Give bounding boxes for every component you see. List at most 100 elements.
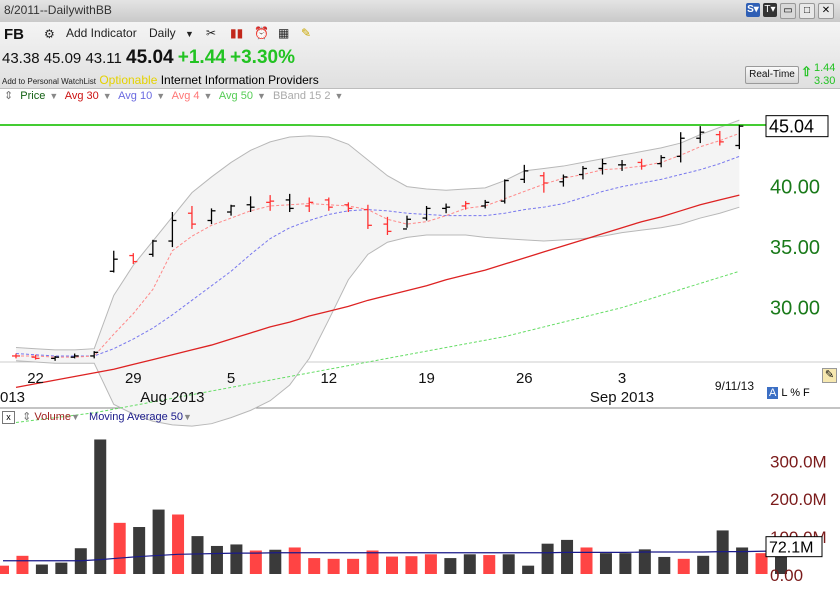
last-volume-label: 72.1M: [769, 540, 813, 557]
volume-bar: [152, 509, 165, 574]
candle-icon[interactable]: ▮▮: [230, 26, 244, 40]
volume-ma-line: [3, 550, 782, 562]
volume-bar: [133, 527, 146, 574]
period-select[interactable]: Daily ▼: [149, 26, 194, 40]
pencil-icon[interactable]: ✎: [822, 368, 837, 383]
updown-icon[interactable]: ⇕: [4, 90, 14, 102]
legend-price[interactable]: Price: [20, 90, 46, 102]
price-caret-icon[interactable]: ▼: [49, 91, 59, 101]
panel-tools: A L % F: [767, 387, 810, 399]
volume-bar: [444, 558, 457, 574]
volume-bar: [94, 439, 107, 574]
high-value: 45.09: [43, 50, 82, 67]
volume-bar: [424, 554, 437, 574]
realtime-values: 1.44 3.30: [814, 62, 835, 88]
watchlist-link[interactable]: Add to Personal WatchList: [2, 77, 96, 86]
indicator-icon[interactable]: ⚙: [44, 27, 55, 41]
a-button[interactable]: A: [767, 387, 779, 399]
x-tick-label: 29: [125, 370, 142, 387]
window-controls: S▾ T▾ ▭ □ ✕: [746, 3, 834, 19]
volume-bar: [55, 562, 68, 574]
avg4-caret-icon[interactable]: ▼: [203, 91, 213, 101]
volume-bar: [0, 565, 9, 574]
open-value: 43.38: [2, 50, 40, 67]
volume-bar: [619, 553, 632, 574]
legend-avg10[interactable]: Avg 10: [118, 90, 153, 102]
legend-volume[interactable]: Volume: [34, 411, 72, 423]
window-title: 8/2011--DailywithBB: [4, 3, 112, 17]
x-tick-label: 19: [418, 370, 435, 387]
volume-bar: [308, 558, 321, 574]
f-button[interactable]: F: [803, 387, 810, 399]
volume-bar: [249, 550, 262, 574]
volume-bar: [580, 547, 593, 574]
volume-bar: [172, 514, 185, 574]
symbol-input[interactable]: FB: [4, 26, 24, 43]
tools-icon[interactable]: ✂: [206, 26, 217, 40]
close-panel-icon[interactable]: x: [2, 411, 15, 424]
realtime-button[interactable]: Real-Time: [745, 66, 799, 84]
volume-bar: [210, 545, 223, 574]
alarm-icon[interactable]: ⏰: [254, 26, 269, 40]
x-tick-label: 22: [27, 370, 44, 387]
price-change-pct: +3.30%: [230, 47, 295, 68]
volume-bar: [35, 564, 48, 574]
window-titlebar: 8/2011--DailywithBB S▾ T▾ ▭ □ ✕: [0, 0, 840, 23]
last-volume-box: [765, 536, 823, 558]
volume-bar: [541, 543, 554, 574]
period-label: Daily: [149, 26, 176, 40]
volume-bar: [386, 556, 398, 574]
notes-icon[interactable]: ✎: [301, 26, 312, 40]
avg4-line: [16, 132, 740, 358]
legend-volume-ma[interactable]: Moving Average 50: [89, 411, 184, 423]
l-button[interactable]: L: [781, 387, 788, 399]
optionable-badge: Optionable: [99, 73, 158, 87]
s-menu-icon[interactable]: S▾: [746, 3, 760, 17]
close-icon[interactable]: ✕: [818, 3, 834, 19]
volume-bar: [638, 549, 651, 574]
volume-bar: [230, 544, 243, 574]
indicator-legend: ⇕ Price ▼ Avg 30 ▼ Avg 10 ▼ Avg 4 ▼ Avg 50 ▼ …: [0, 89, 840, 107]
price-change: +1.44: [177, 47, 226, 68]
realtime-pct: 3.30: [814, 75, 836, 87]
month-label: 013: [0, 389, 25, 406]
volume-caret-icon[interactable]: ▼: [71, 412, 80, 422]
volume-bar: [113, 522, 126, 574]
legend-bband[interactable]: BBand 15 2: [272, 90, 331, 102]
last-price-label: 45.04: [769, 117, 814, 137]
tv-menu-icon[interactable]: T▾: [763, 3, 777, 17]
volume-bar: [16, 555, 29, 574]
avg10-caret-icon[interactable]: ▼: [156, 91, 166, 101]
add-indicator-button[interactable]: Add Indicator: [66, 26, 137, 40]
volume-bar: [191, 536, 204, 574]
volume-ma-caret-icon[interactable]: ▼: [183, 412, 192, 422]
maximize-icon[interactable]: □: [799, 3, 815, 19]
volume-tick-label: 200.0M: [770, 490, 827, 509]
price-tick-label: 30.00: [770, 298, 820, 320]
avg30-caret-icon[interactable]: ▼: [102, 91, 112, 101]
avg30-line: [15, 194, 740, 389]
save-icon[interactable]: ▭: [780, 3, 796, 19]
calendar-icon[interactable]: ▦: [278, 26, 290, 40]
volume-bar: [366, 550, 379, 574]
bband-caret-icon[interactable]: ▼: [334, 91, 344, 101]
updown-volume-icon[interactable]: ⇕: [22, 411, 32, 423]
month-label: Aug 2013: [140, 389, 204, 406]
volume-legend: x ⇕ Volume▼ Moving Average 50▼: [0, 410, 840, 428]
legend-avg4[interactable]: Avg 4: [171, 90, 200, 102]
pct-button[interactable]: %: [790, 387, 800, 399]
quote-toolbar: FB ⚙ Add Indicator Daily ▼ ✂ ▮▮ ⏰ ▦ ✎ 43…: [0, 22, 840, 89]
period-caret-icon: ▼: [185, 29, 194, 39]
volume-bar: [755, 553, 768, 574]
low-value: 43.11: [85, 50, 122, 67]
avg50-caret-icon[interactable]: ▼: [256, 91, 266, 101]
industry-label[interactable]: Internet Information Providers: [160, 73, 319, 87]
volume-bar: [269, 549, 282, 574]
last-price: 45.04: [126, 47, 174, 68]
volume-bar: [463, 554, 476, 574]
legend-avg30[interactable]: Avg 30: [64, 90, 99, 102]
month-label: Sep 2013: [590, 389, 654, 406]
legend-avg50[interactable]: Avg 50: [218, 90, 253, 102]
quote-line: 43.38 45.09 43.11 45.04 +1.44 +3.30%: [2, 47, 295, 69]
